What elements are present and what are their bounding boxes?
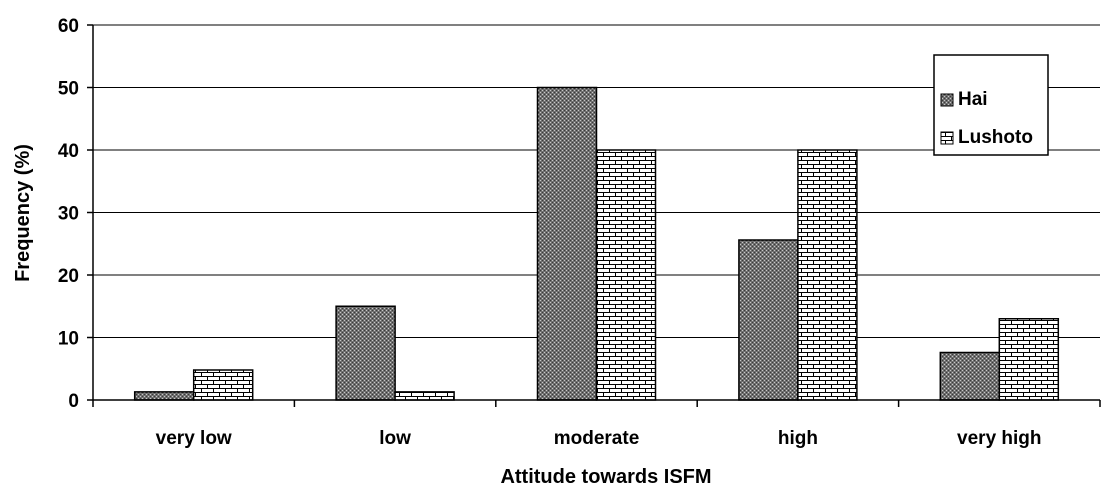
bar-hai-low [335,305,396,401]
legend-swatch-lushoto [940,131,954,145]
x-tick-label-very-low: very low [156,428,232,449]
bar-lushoto-very-low [192,369,254,401]
y-tick-label-40: 40 [58,141,79,162]
x-axis-title: Attitude towards ISFM [500,466,711,488]
bar-hai-moderate [536,86,598,401]
bars [133,86,1060,401]
y-axis-title: Frequency (%) [12,144,34,282]
y-tick-label-0: 0 [68,391,79,412]
x-tick-label-high: high [778,428,818,449]
x-tick-label-moderate: moderate [554,428,640,449]
y-tick-label-60: 60 [58,16,79,37]
bar-hai-very-low [133,391,195,401]
y-tick-label-10: 10 [58,329,79,350]
y-tick-labels: 0 10 20 30 40 50 60 [58,16,79,412]
legend-swatch-hai [940,93,954,107]
axes [87,24,1101,407]
bar-lushoto-low [394,391,455,401]
y-tick-label-30: 30 [58,204,79,225]
bar-lushoto-very-high [998,318,1060,401]
bar-lushoto-high [797,149,858,401]
y-tick-label-50: 50 [58,79,79,100]
legend-label-hai: Hai [958,89,988,110]
legend-label-lushoto: Lushoto [958,127,1033,148]
bar-lushoto-moderate [595,149,657,401]
y-tick-label-20: 20 [58,266,79,287]
x-tick-label-low: low [379,428,411,449]
bar-hai-high [738,239,799,401]
legend: Hai Lushoto [933,54,1049,156]
bar-hai-very-high [939,351,1001,401]
x-tick-label-very-high: very high [957,428,1041,449]
x-tick-labels: very low low moderate high very high [156,428,1042,449]
